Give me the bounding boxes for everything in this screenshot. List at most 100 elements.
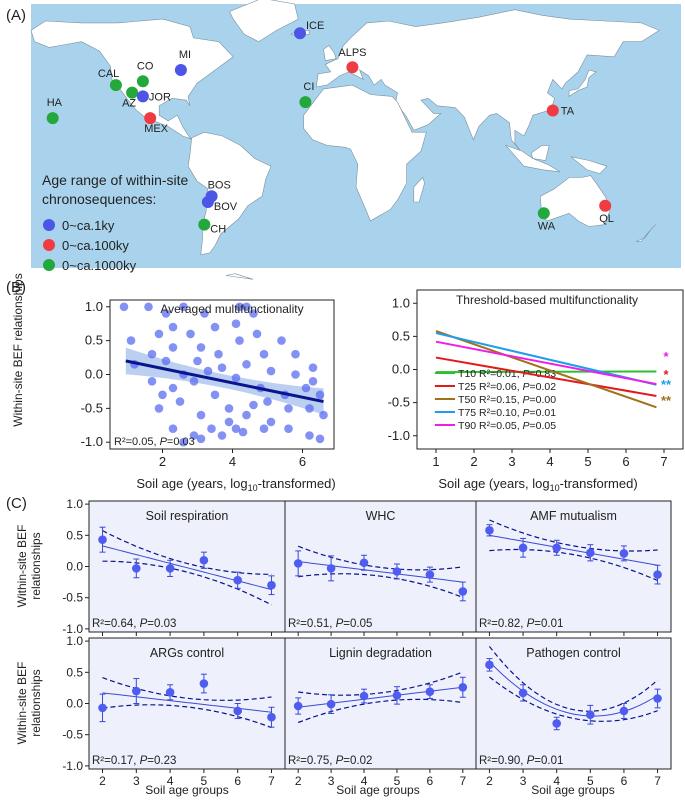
site-label-wa: WA: [538, 220, 556, 232]
data-point: [179, 437, 188, 447]
y-tick-label: 0.0: [392, 362, 410, 377]
data-point: [552, 543, 561, 553]
data-point: [207, 424, 216, 434]
x-tick-label: 2: [470, 454, 477, 469]
regression-line: [125, 359, 324, 404]
data-point: [154, 404, 164, 413]
panel-c-label: (C): [6, 495, 27, 512]
data-point: [485, 660, 494, 670]
data-point: [231, 424, 241, 434]
x-tick-label: 6: [621, 774, 628, 788]
land-indonesia: [504, 144, 561, 173]
x-tick-label: 1: [432, 454, 439, 469]
fit-line: [102, 545, 272, 591]
panel-b-ylabel: Within-site BEF relationships: [11, 273, 25, 426]
stat-annotation: R²=0.05, P=0.03: [114, 436, 195, 448]
data-point: [168, 322, 178, 332]
site-label-co: CO: [137, 60, 154, 72]
plot-frame: [475, 637, 672, 770]
y-tick-label: 0.5: [85, 333, 103, 348]
site-label-cal: CAL: [98, 68, 119, 80]
x-tick-label: 6: [622, 454, 629, 469]
y-tick-label: 0.0: [85, 367, 103, 382]
data-point: [359, 558, 369, 568]
ci-lower: [102, 704, 272, 729]
data-point: [233, 706, 242, 716]
y-tick-label: -0.5: [388, 395, 410, 410]
data-point: [458, 682, 468, 692]
y-tick-label: 0.5: [66, 665, 83, 679]
panel-c-xlabel-3: Soil age groups: [531, 783, 614, 797]
data-point: [259, 424, 269, 434]
site-marker-mex: [144, 112, 157, 125]
panel-c-ylabel-bottom-line1: Within-site BEF: [15, 662, 29, 745]
data-point: [210, 322, 220, 332]
data-point: [242, 410, 251, 420]
data-point: [231, 319, 241, 329]
significance-t75: **: [661, 377, 672, 392]
panel-c-xlabel-1: Soil age groups: [145, 783, 228, 797]
data-point: [98, 535, 107, 544]
ci-lower: [489, 676, 658, 722]
averaged-multifunctionality-chart: -1.0 -0.5 0.0 0.5 1.0 2 4 6 Averaged multifuncti…: [81, 299, 335, 469]
stat-r2: R²=0.05,: [114, 436, 160, 448]
data-point: [249, 400, 258, 410]
data-point: [199, 555, 209, 565]
panel-title: AMF mutualism: [530, 509, 617, 523]
panel-lignin-degradation: 2 3 4 5 6 7 Lignin degradation R²=0.75, P=0.02: [284, 637, 477, 788]
data-point: [266, 417, 276, 427]
y-tick-label: 1.0: [66, 634, 83, 648]
data-point: [619, 706, 629, 716]
data-point: [98, 703, 107, 713]
data-point: [266, 366, 276, 376]
y-tick-label: 1.0: [392, 295, 410, 310]
ci-lower: [297, 698, 463, 724]
site-marker-cal: [109, 79, 122, 92]
data-point: [291, 349, 300, 359]
series-line-t50: [435, 330, 657, 409]
panel-c-xlabel-2: Soil age groups: [336, 783, 419, 797]
panel-title: ARGs control: [150, 646, 224, 660]
data-point: [214, 349, 223, 359]
land-new-guinea: [570, 156, 608, 175]
legend-title-line1: Age range of within-site: [42, 172, 189, 188]
panel-title: WHC: [366, 509, 396, 523]
land-madagascar: [413, 176, 425, 203]
data-point: [252, 329, 262, 339]
panel-whc: 234567WHCR²=0.51, P=0.05: [284, 500, 477, 651]
data-point: [168, 343, 178, 352]
data-point: [619, 549, 629, 558]
legend-dot-green: [43, 259, 55, 271]
x-tick-label: 4: [361, 774, 368, 788]
data-point: [586, 710, 595, 720]
site-marker-ha: [46, 112, 59, 125]
data-point: [308, 377, 318, 386]
data-point: [326, 564, 336, 573]
ci-upper: [298, 671, 464, 696]
stat-annotation: R²=0.82, P=0.01: [479, 618, 563, 630]
land-africa: [303, 84, 427, 222]
site-label-bos: BOS: [208, 179, 231, 191]
panel-title: Lignin degradation: [329, 646, 432, 660]
panel-b-right-xlabel: Soil age (years, log10-transformed): [438, 476, 637, 493]
x-tick-label: 4: [553, 774, 560, 788]
stat-p-symbol: P: [160, 436, 168, 448]
data-point: [518, 688, 528, 698]
x-tick-label: 3: [508, 454, 515, 469]
stat-annotation: R²=0.64, P=0.03: [92, 618, 176, 630]
legend-dot-blue: [43, 219, 55, 231]
x-tick-label: 4: [229, 454, 236, 469]
x-tick-label: 3: [328, 774, 335, 788]
data-point: [392, 691, 402, 700]
legend-entry-t25: T25 R²=0.06, P=0.02: [458, 381, 556, 393]
land-greenland: [229, 0, 299, 43]
data-point: [263, 397, 272, 406]
data-point: [165, 564, 175, 573]
data-point: [161, 356, 171, 366]
y-tick-label: 0.0: [66, 697, 83, 711]
data-point: [305, 404, 314, 413]
panel-args-control: 2 3 4 5 6 7 -1.0 -0.5 0.0 0.5 1.0 ARGs control R²=0.…: [62, 634, 286, 788]
site-label-jor: JOR: [149, 91, 171, 103]
panel-title: Soil respiration: [146, 509, 229, 523]
